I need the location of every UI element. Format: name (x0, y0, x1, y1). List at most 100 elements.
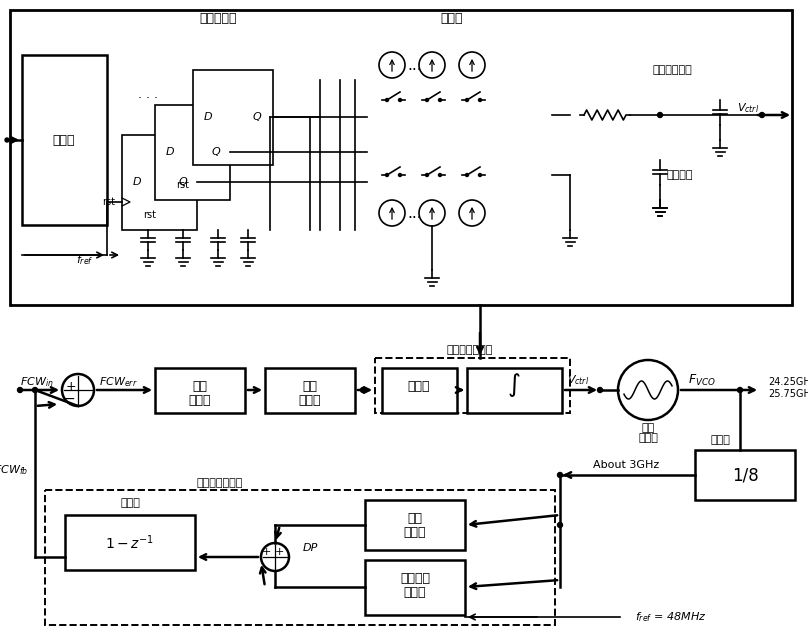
Text: 脉冲电压发生器: 脉冲电压发生器 (447, 345, 493, 355)
Bar (112, 25, 367, 290)
Text: $FCW_{fb}$: $FCW_{fb}$ (0, 463, 28, 477)
Circle shape (738, 387, 743, 392)
Text: 振荡器: 振荡器 (638, 433, 658, 443)
Text: 数字: 数字 (192, 381, 208, 394)
Text: 频率数字转换器: 频率数字转换器 (197, 478, 243, 488)
Text: −: − (63, 392, 75, 406)
Circle shape (261, 543, 289, 571)
Text: 片内电容: 片内电容 (667, 170, 693, 180)
Bar (570, 80, 770, 235)
Bar (122, 135, 197, 230)
Text: 压控: 压控 (642, 423, 654, 433)
Text: $V_{ctrl}$: $V_{ctrl}$ (737, 101, 760, 115)
Circle shape (419, 52, 445, 78)
Text: 计数器: 计数器 (404, 527, 427, 540)
Bar (382, 368, 457, 413)
Text: 25.75GHz: 25.75GHz (768, 389, 808, 399)
Bar (695, 450, 795, 500)
Circle shape (465, 173, 469, 177)
Text: D: D (166, 147, 175, 157)
Bar (45, 490, 555, 625)
Bar (375, 358, 570, 413)
Circle shape (478, 99, 482, 102)
Circle shape (426, 173, 428, 177)
Circle shape (478, 173, 482, 177)
Text: About 3GHz: About 3GHz (593, 460, 659, 470)
Circle shape (360, 387, 365, 392)
Circle shape (658, 113, 663, 118)
Text: DP: DP (302, 543, 318, 553)
Text: 差分器: 差分器 (120, 498, 140, 508)
Text: Q: Q (179, 177, 187, 187)
Text: $FCW_{in}$: $FCW_{in}$ (20, 375, 53, 389)
Bar (155, 105, 230, 200)
Circle shape (5, 138, 9, 142)
Text: 电荷泵: 电荷泵 (440, 12, 463, 24)
Text: 1/8: 1/8 (731, 466, 759, 484)
Text: 电荷泵: 电荷泵 (408, 381, 430, 394)
Bar (467, 368, 562, 413)
Bar (65, 515, 195, 570)
Circle shape (459, 52, 485, 78)
Text: 增益: 增益 (302, 381, 318, 394)
Text: ∫: ∫ (507, 373, 520, 397)
Circle shape (760, 113, 764, 118)
Bar (10, 10, 792, 305)
Circle shape (379, 200, 405, 226)
Circle shape (439, 173, 441, 177)
Bar (193, 70, 273, 165)
Text: 译码器: 译码器 (53, 134, 75, 147)
Text: ...: ... (408, 205, 423, 221)
Text: +: + (65, 380, 76, 392)
Text: D: D (133, 177, 141, 187)
Text: Q: Q (212, 147, 221, 157)
Text: $f_{ref}$ = 48MHz: $f_{ref}$ = 48MHz (635, 610, 706, 624)
Text: $FCW_{err}$: $FCW_{err}$ (99, 375, 137, 389)
Text: 高速: 高速 (407, 513, 423, 525)
Text: 转换器: 转换器 (404, 586, 427, 600)
Bar (365, 500, 465, 550)
Circle shape (618, 360, 678, 420)
Circle shape (379, 52, 405, 78)
Circle shape (32, 387, 37, 392)
Circle shape (419, 200, 445, 226)
Text: 归一化: 归一化 (299, 394, 322, 408)
Circle shape (398, 173, 402, 177)
Text: +: + (261, 547, 271, 557)
Text: 分频器: 分频器 (710, 435, 730, 445)
Text: +: + (274, 547, 284, 557)
Bar (265, 368, 355, 413)
Circle shape (439, 99, 441, 102)
Circle shape (18, 387, 23, 392)
Text: rst: rst (144, 210, 157, 220)
Text: . . .: . . . (138, 88, 158, 102)
Text: 24.25GHz-: 24.25GHz- (768, 377, 808, 387)
Bar (155, 368, 245, 413)
Text: $V_{ctrl}$: $V_{ctrl}$ (567, 373, 589, 387)
Text: 时间数字: 时间数字 (400, 572, 430, 584)
Text: rst: rst (176, 180, 190, 190)
Circle shape (385, 173, 389, 177)
Text: $f_{ref}$: $f_{ref}$ (76, 253, 94, 267)
Text: Q: Q (253, 112, 261, 122)
Circle shape (558, 522, 562, 527)
Circle shape (385, 99, 389, 102)
Circle shape (558, 472, 562, 477)
Bar (22, 55, 107, 225)
Circle shape (465, 99, 469, 102)
Bar (367, 25, 552, 290)
Circle shape (459, 200, 485, 226)
Circle shape (398, 99, 402, 102)
Circle shape (426, 99, 428, 102)
Text: ...: ... (408, 58, 423, 72)
Text: $F_{VCO}$: $F_{VCO}$ (688, 372, 716, 388)
Bar (365, 560, 465, 615)
Text: D: D (204, 112, 213, 122)
Circle shape (597, 387, 603, 392)
Text: rst: rst (102, 197, 115, 207)
Text: 防混叠滤波器: 防混叠滤波器 (652, 65, 692, 75)
Text: 脉冲发生器: 脉冲发生器 (200, 12, 237, 24)
Text: $1-z^{-1}$: $1-z^{-1}$ (105, 534, 154, 552)
Text: 滤波器: 滤波器 (189, 394, 211, 408)
Circle shape (62, 374, 94, 406)
